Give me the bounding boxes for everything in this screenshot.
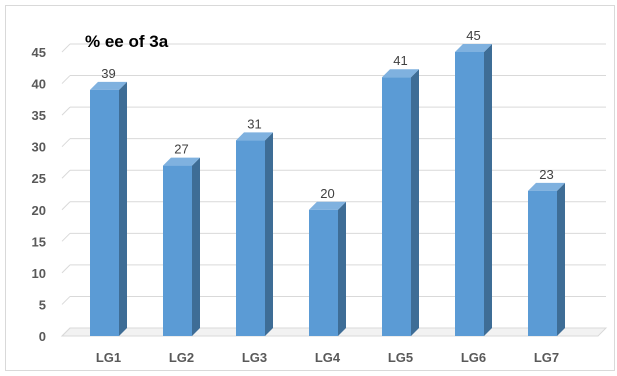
bar-top <box>309 201 346 210</box>
bar <box>236 140 265 336</box>
data-label: 20 <box>320 186 334 201</box>
data-label: 39 <box>101 66 115 81</box>
bar <box>309 209 338 336</box>
y-tick-label: 40 <box>32 77 46 92</box>
gridline-depth <box>61 232 71 242</box>
x-tick-label: LG6 <box>461 350 486 365</box>
data-label: 45 <box>466 28 480 43</box>
bar-top <box>382 69 419 78</box>
gridline-depth <box>61 43 71 53</box>
bar-side <box>484 44 492 336</box>
gridline-depth <box>61 106 71 116</box>
gridline-depth <box>61 296 71 305</box>
x-tick-label: LG2 <box>169 350 194 365</box>
y-tick-label: 5 <box>39 297 46 312</box>
y-tick-label: 10 <box>32 266 46 281</box>
bar <box>90 89 119 336</box>
x-tick-label: LG1 <box>96 350 121 365</box>
x-tick-label: LG4 <box>315 350 341 365</box>
y-tick-label: 15 <box>32 234 46 249</box>
bar-side <box>192 157 200 336</box>
data-label: 41 <box>393 53 407 68</box>
gridline-depth <box>61 75 71 84</box>
chart-title: % ee of 3a <box>85 32 169 51</box>
data-label: 27 <box>174 142 188 157</box>
bar-top <box>90 81 127 90</box>
bar-side <box>411 69 419 336</box>
data-label: 31 <box>247 116 261 131</box>
y-tick-label: 35 <box>32 108 46 123</box>
bar-top <box>455 44 492 52</box>
bar-side <box>265 132 273 336</box>
gridline-depth <box>61 264 71 274</box>
data-label: 23 <box>539 167 553 182</box>
gridline-depth <box>61 138 71 148</box>
x-tick-label: LG5 <box>388 350 413 365</box>
bar <box>163 165 192 336</box>
bar <box>382 77 411 336</box>
y-tick-label: 30 <box>32 140 46 155</box>
bar <box>455 52 484 336</box>
gridline-depth <box>61 169 71 179</box>
x-tick-label: LG7 <box>534 350 559 365</box>
bar-top <box>163 157 200 166</box>
bar-side <box>557 182 565 336</box>
bar-side <box>119 81 127 336</box>
y-tick-label: 20 <box>32 203 46 218</box>
x-tick-label: LG3 <box>242 350 267 365</box>
gridline-depth <box>61 201 71 211</box>
bar <box>528 190 557 336</box>
y-tick-label: 45 <box>32 45 46 60</box>
bar-top <box>236 132 273 141</box>
gridline-depth <box>61 327 71 337</box>
bar-side <box>338 201 346 336</box>
y-tick-label: 0 <box>39 329 46 344</box>
bar-top <box>528 182 565 191</box>
y-tick-label: 25 <box>32 171 46 186</box>
